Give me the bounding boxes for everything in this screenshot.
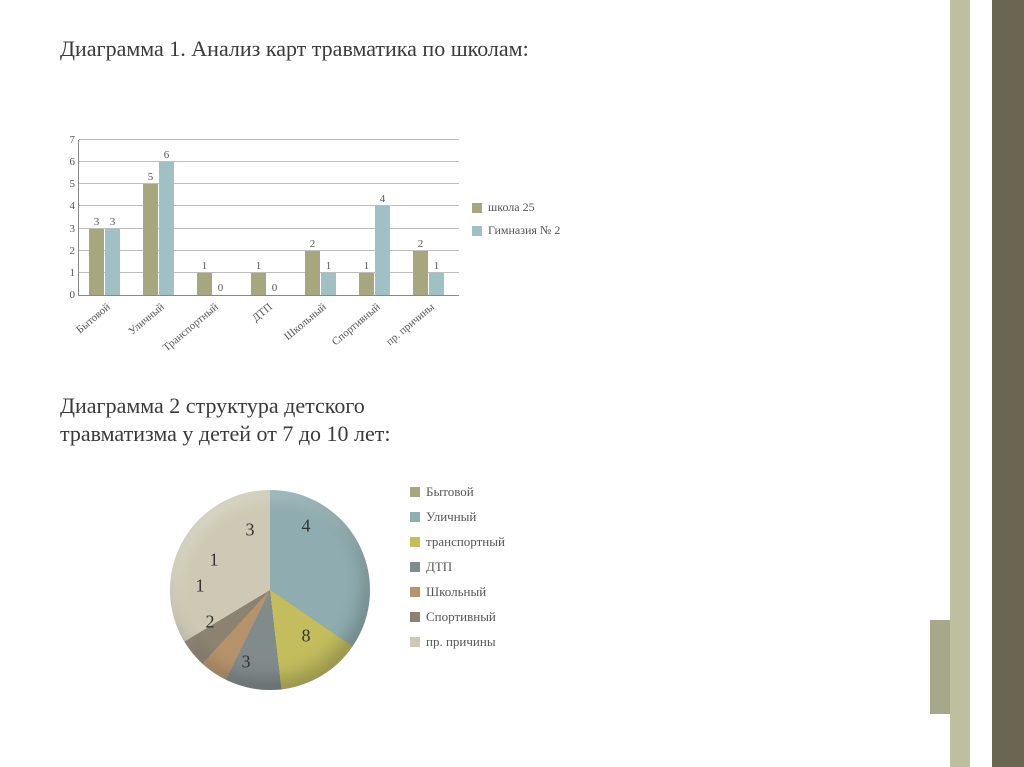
bar: 3 <box>105 229 120 295</box>
bar-legend-item: Гимназия № 2 <box>472 223 560 238</box>
legend-label: пр. причины <box>426 634 496 650</box>
bar-value-label: 1 <box>256 260 262 272</box>
bar-value-label: 3 <box>110 216 116 228</box>
legend-swatch <box>410 512 420 522</box>
pie-slice-label: 2 <box>206 612 215 633</box>
pie-slice-label: 1 <box>196 576 205 597</box>
pie-legend-item: Спортивный <box>410 609 505 625</box>
pie-slice-label: 4 <box>302 516 311 537</box>
bar-value-label: 1 <box>364 260 370 272</box>
legend-label: ДТП <box>426 559 452 575</box>
legend-swatch <box>410 562 420 572</box>
pie-legend-item: транспортный <box>410 534 505 550</box>
decor-stripe-mid <box>970 0 992 767</box>
pie-chart: Бытовой Уличный транспортный ДТП Школьный Спо… <box>140 470 590 730</box>
legend-label: Бытовой <box>426 484 474 500</box>
bar-xlabel: Спортивный <box>330 301 383 348</box>
bar-value-label: 2 <box>310 238 316 250</box>
bar-value-label: 1 <box>326 260 332 272</box>
bar: 6 <box>159 162 174 295</box>
bar-gridline <box>79 272 459 273</box>
bar-gridline <box>79 205 459 206</box>
legend-swatch <box>472 203 482 213</box>
bar-xlabel: пр. причины <box>384 301 437 348</box>
pie-chart-legend: Бытовой Уличный транспортный ДТП Школьный Спо… <box>410 484 505 659</box>
bar: 4 <box>375 206 390 295</box>
bar-value-label: 6 <box>164 149 170 161</box>
bar-ytick: 2 <box>70 245 76 257</box>
bar-xlabel: ДТП <box>250 301 275 324</box>
legend-label: транспортный <box>426 534 505 550</box>
bar: 2 <box>413 251 428 295</box>
pie-legend-item: пр. причины <box>410 634 505 650</box>
bar: 1 <box>359 273 374 295</box>
pie-legend-item: ДТП <box>410 559 505 575</box>
bar-ytick: 7 <box>70 134 76 146</box>
bar-xlabel: Школьный <box>282 301 329 343</box>
pie-slice-label: 3 <box>246 520 255 541</box>
bar-value-label: 1 <box>434 260 440 272</box>
bar-gridline <box>79 183 459 184</box>
legend-swatch <box>472 226 482 236</box>
chart1-title: Диаграмма 1. Анализ карт травматика по ш… <box>60 36 529 62</box>
bar: 2 <box>305 251 320 295</box>
bar: 3 <box>89 229 104 295</box>
bar-ytick: 6 <box>70 156 76 168</box>
bar-gridline <box>79 250 459 251</box>
bar-value-label: 2 <box>418 238 424 250</box>
bar-xlabel: Транспортный <box>161 301 221 354</box>
legend-label: школа 25 <box>488 200 535 215</box>
pie-legend-item: Школьный <box>410 584 505 600</box>
legend-swatch <box>410 587 420 597</box>
decor-stripe-light <box>950 0 970 767</box>
legend-swatch <box>410 612 420 622</box>
pie-legend-item: Уличный <box>410 509 505 525</box>
bar-ytick: 4 <box>70 200 76 212</box>
legend-label: Уличный <box>426 509 476 525</box>
bar-ytick: 5 <box>70 178 76 190</box>
legend-label: Гимназия № 2 <box>488 223 560 238</box>
bar-value-label: 4 <box>380 193 386 205</box>
bar: 1 <box>197 273 212 295</box>
pie-slice-label: 1 <box>210 550 219 571</box>
bar-ytick: 0 <box>70 289 76 301</box>
legend-label: Школьный <box>426 584 486 600</box>
bar-chart: 0123456733Бытовой56Уличный10Транспортный… <box>58 140 578 370</box>
legend-label: Спортивный <box>426 609 496 625</box>
legend-swatch <box>410 487 420 497</box>
bar-value-label: 1 <box>202 260 208 272</box>
bar-value-label: 5 <box>148 171 154 183</box>
bar-xlabel: Бытовой <box>74 301 113 336</box>
slide-side-decoration <box>930 0 1024 767</box>
bar-xlabel: Уличный <box>126 301 166 338</box>
bar-ytick: 1 <box>70 267 76 279</box>
bar-ytick: 3 <box>70 223 76 235</box>
bar-value-label: 0 <box>272 282 278 294</box>
bar: 1 <box>251 273 266 295</box>
legend-swatch <box>410 637 420 647</box>
bar-chart-plot: 0123456733Бытовой56Уличный10Транспортный… <box>78 140 459 296</box>
pie-slice-label: 8 <box>302 626 311 647</box>
bar-legend-item: школа 25 <box>472 200 560 215</box>
bar-value-label: 0 <box>218 282 224 294</box>
chart2-title: Диаграмма 2 структура детскоготравматизм… <box>60 392 391 447</box>
bar-gridline <box>79 228 459 229</box>
bar: 5 <box>143 184 158 295</box>
bar-gridline <box>79 139 459 140</box>
decor-square <box>930 620 950 714</box>
bar: 1 <box>429 273 444 295</box>
pie-slice-label: 3 <box>242 652 251 673</box>
bar-chart-legend: школа 25 Гимназия № 2 <box>472 200 560 246</box>
bar-gridline <box>79 161 459 162</box>
bar-value-label: 3 <box>94 216 100 228</box>
decor-stripe-dark <box>992 0 1024 767</box>
pie-legend-item: Бытовой <box>410 484 505 500</box>
bar: 1 <box>321 273 336 295</box>
legend-swatch <box>410 537 420 547</box>
